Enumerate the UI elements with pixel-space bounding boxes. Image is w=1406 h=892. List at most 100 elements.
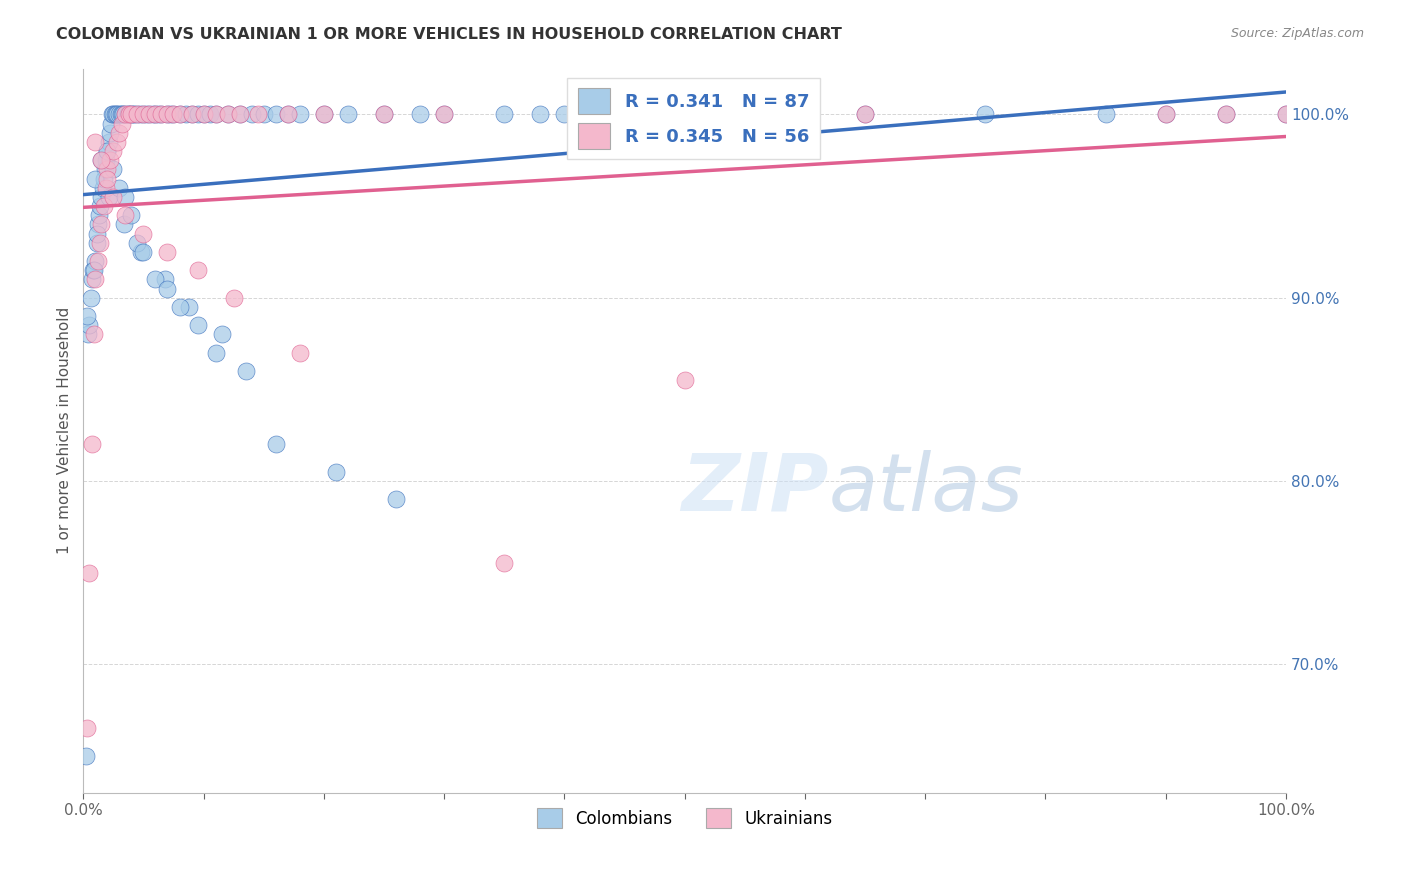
Text: COLOMBIAN VS UKRAINIAN 1 OR MORE VEHICLES IN HOUSEHOLD CORRELATION CHART: COLOMBIAN VS UKRAINIAN 1 OR MORE VEHICLE… (56, 27, 842, 42)
Point (114, 107, 136, 121)
Point (86, 227, 108, 241)
Point (211, 327, 233, 342)
Point (204, 107, 226, 121)
Point (89, 199, 111, 213)
Point (253, 107, 276, 121)
Point (112, 218, 135, 232)
Point (156, 244, 179, 259)
Point (222, 291, 245, 305)
Point (193, 107, 215, 121)
Point (105, 107, 128, 121)
Point (97, 135, 120, 149)
Point (79, 291, 101, 305)
Point (117, 107, 139, 121)
Point (150, 107, 173, 121)
Point (84, 254, 107, 268)
Point (86, 235, 108, 250)
Point (613, 107, 636, 121)
Point (312, 107, 335, 121)
Point (228, 107, 250, 121)
Point (1275, 107, 1298, 121)
Point (94, 162, 117, 177)
Point (373, 107, 395, 121)
Point (1094, 107, 1116, 121)
Point (156, 281, 179, 295)
Point (91, 180, 114, 194)
Point (204, 107, 226, 121)
Point (128, 107, 150, 121)
Point (135, 107, 157, 121)
Point (204, 345, 226, 359)
Point (288, 107, 311, 121)
Point (529, 107, 551, 121)
Point (187, 263, 209, 277)
Point (288, 345, 311, 359)
Point (145, 107, 167, 121)
Point (673, 373, 696, 387)
Point (433, 107, 456, 121)
Point (138, 107, 160, 121)
Point (114, 190, 136, 204)
Point (76, 309, 98, 323)
Text: Source: ZipAtlas.com: Source: ZipAtlas.com (1230, 27, 1364, 40)
Point (1275, 107, 1298, 121)
Point (96, 171, 118, 186)
Point (228, 107, 250, 121)
Point (84, 272, 107, 286)
Point (120, 208, 142, 222)
Point (180, 107, 202, 121)
Point (108, 126, 131, 140)
Point (105, 135, 128, 149)
Point (264, 107, 287, 121)
Point (409, 107, 432, 121)
Point (198, 107, 221, 121)
Point (101, 107, 124, 121)
Point (127, 235, 149, 250)
Point (180, 107, 202, 121)
Text: atlas: atlas (830, 450, 1024, 527)
Point (90, 153, 112, 168)
Point (121, 107, 143, 121)
Point (132, 244, 155, 259)
Point (132, 107, 155, 121)
Point (90, 218, 112, 232)
Point (84, 135, 107, 149)
Point (96, 144, 118, 158)
Point (174, 107, 197, 121)
Point (127, 107, 149, 121)
Point (494, 107, 516, 121)
Point (80, 437, 103, 451)
Point (77, 327, 100, 342)
Point (217, 107, 239, 121)
Point (193, 107, 215, 121)
Point (132, 107, 155, 121)
Point (1215, 107, 1237, 121)
Point (162, 107, 184, 121)
Point (87, 218, 110, 232)
Point (118, 107, 141, 121)
Point (385, 492, 408, 507)
Point (146, 107, 169, 121)
Point (264, 437, 287, 451)
Point (853, 107, 876, 121)
Point (118, 107, 141, 121)
Text: ZIP: ZIP (682, 450, 830, 527)
Point (132, 227, 155, 241)
Point (433, 107, 456, 121)
Point (159, 107, 181, 121)
Point (246, 107, 269, 121)
Point (90, 190, 112, 204)
Point (793, 107, 815, 121)
Point (75, 749, 97, 764)
Point (162, 107, 184, 121)
Point (120, 107, 142, 121)
Legend: Colombians, Ukrainians: Colombians, Ukrainians (530, 801, 839, 835)
Point (156, 107, 179, 121)
Point (83, 327, 105, 342)
Point (98, 190, 121, 204)
Point (235, 364, 257, 378)
Point (169, 300, 191, 314)
Point (89, 235, 111, 250)
Point (169, 107, 191, 121)
Point (1215, 107, 1237, 121)
